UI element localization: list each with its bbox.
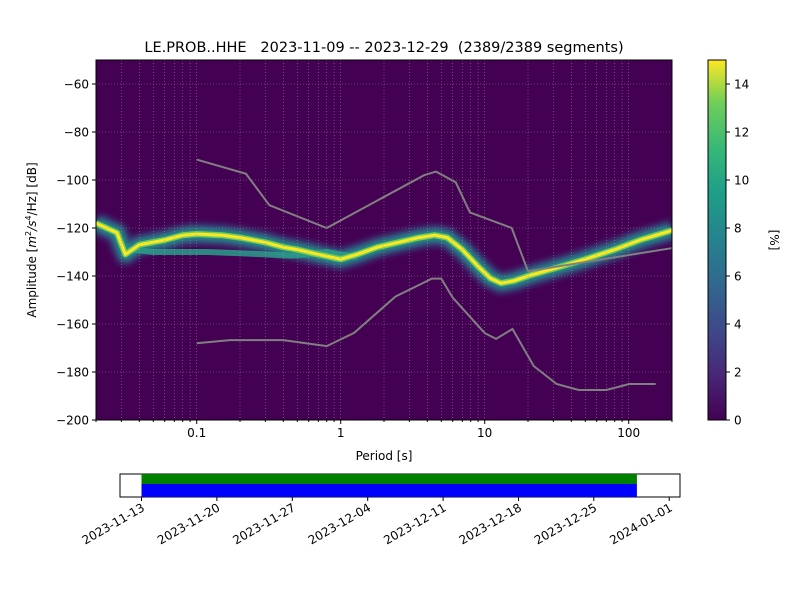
y-tick-label: −160 (56, 318, 89, 332)
colorbar-tick-label: 8 (734, 222, 742, 236)
colorbar-tick-label: 4 (734, 318, 742, 332)
timeline-date-axis: 2023-11-13 2023-11-20 2023-11-27 2023-12-04… (80, 497, 675, 547)
colorbar-tick-label: 2 (734, 366, 742, 380)
y-tick-label: −120 (56, 222, 89, 236)
timeline-coverage (141, 474, 637, 497)
y-tick-label: −140 (56, 270, 89, 284)
colorbar-tick-label: 0 (734, 414, 742, 428)
x-tick-label: 0.1 (187, 426, 206, 440)
date-tick-label: 2023-12-11 (381, 500, 448, 547)
coverage-bar-top (141, 474, 637, 484)
date-tick-label: 2023-12-04 (306, 500, 373, 547)
plot-area (96, 60, 672, 420)
x-axis-label: Period [s] (356, 449, 413, 463)
y-tick-label: −80 (64, 126, 89, 140)
colorbar-tick-label: 6 (734, 270, 742, 284)
date-tick-label: 2023-11-20 (155, 500, 222, 547)
colorbar-label: [%] (767, 230, 781, 251)
colorbar-tick-label: 12 (734, 126, 749, 140)
ylabel-suffix: /Hz] [dB] (25, 162, 39, 215)
y-axis-label: Amplitude [m2/s4/Hz] [dB] (24, 162, 39, 317)
y-tick-label: −100 (56, 174, 89, 188)
coverage-bar-bottom (141, 484, 637, 497)
colorbar (707, 59, 727, 421)
y-tick-label: −60 (64, 78, 89, 92)
x-axis: 0.1 1 10 100 (95, 420, 673, 440)
ylabel-exp2: 4 (24, 215, 33, 220)
psd-secondary-band (130, 246, 358, 260)
x-tick-label: 10 (477, 426, 492, 440)
ylabel-prefix: Amplitude [ (25, 248, 39, 318)
title-gap-1 (247, 40, 261, 56)
ylabel-exp1: 2 (24, 231, 33, 236)
title-range: 2023-11-09 -- 2023-12-29 (260, 40, 448, 56)
ylabel-m: m (25, 236, 39, 248)
colorbar-tick-label: 14 (734, 78, 749, 92)
ylabel-s: /s (25, 221, 39, 232)
y-tick-label: −200 (56, 414, 89, 428)
colorbar-ticks: 0 2 4 6 8 10 12 14 (726, 78, 749, 428)
title-station: LE.PROB..HHE (144, 40, 246, 56)
nhnm-line (196, 158, 672, 273)
colorbar-tick-label: 10 (734, 174, 749, 188)
noise-models (196, 158, 672, 391)
x-tick-label: 100 (617, 426, 640, 440)
date-tick-label: 2023-11-13 (80, 500, 147, 547)
y-axis: −60 −80 −100 −120 −140 −160 −180 −200 (56, 78, 96, 428)
date-tick-label: 2023-12-18 (457, 500, 524, 547)
title-segments: (2389/2389 segments) (458, 40, 624, 56)
chart-title: LE.PROB..HHE 2023-11-09 -- 2023-12-29 (2… (144, 40, 623, 56)
date-tick-label: 2023-11-27 (230, 500, 297, 547)
title-gap-2 (449, 40, 458, 56)
y-tick-label: −180 (56, 366, 89, 380)
x-tick-label: 1 (337, 426, 345, 440)
nlnm-line (196, 277, 656, 391)
date-tick-label: 2023-12-25 (532, 500, 599, 547)
date-tick-label: 2024-01-01 (607, 500, 674, 547)
grid-lines (96, 60, 672, 420)
